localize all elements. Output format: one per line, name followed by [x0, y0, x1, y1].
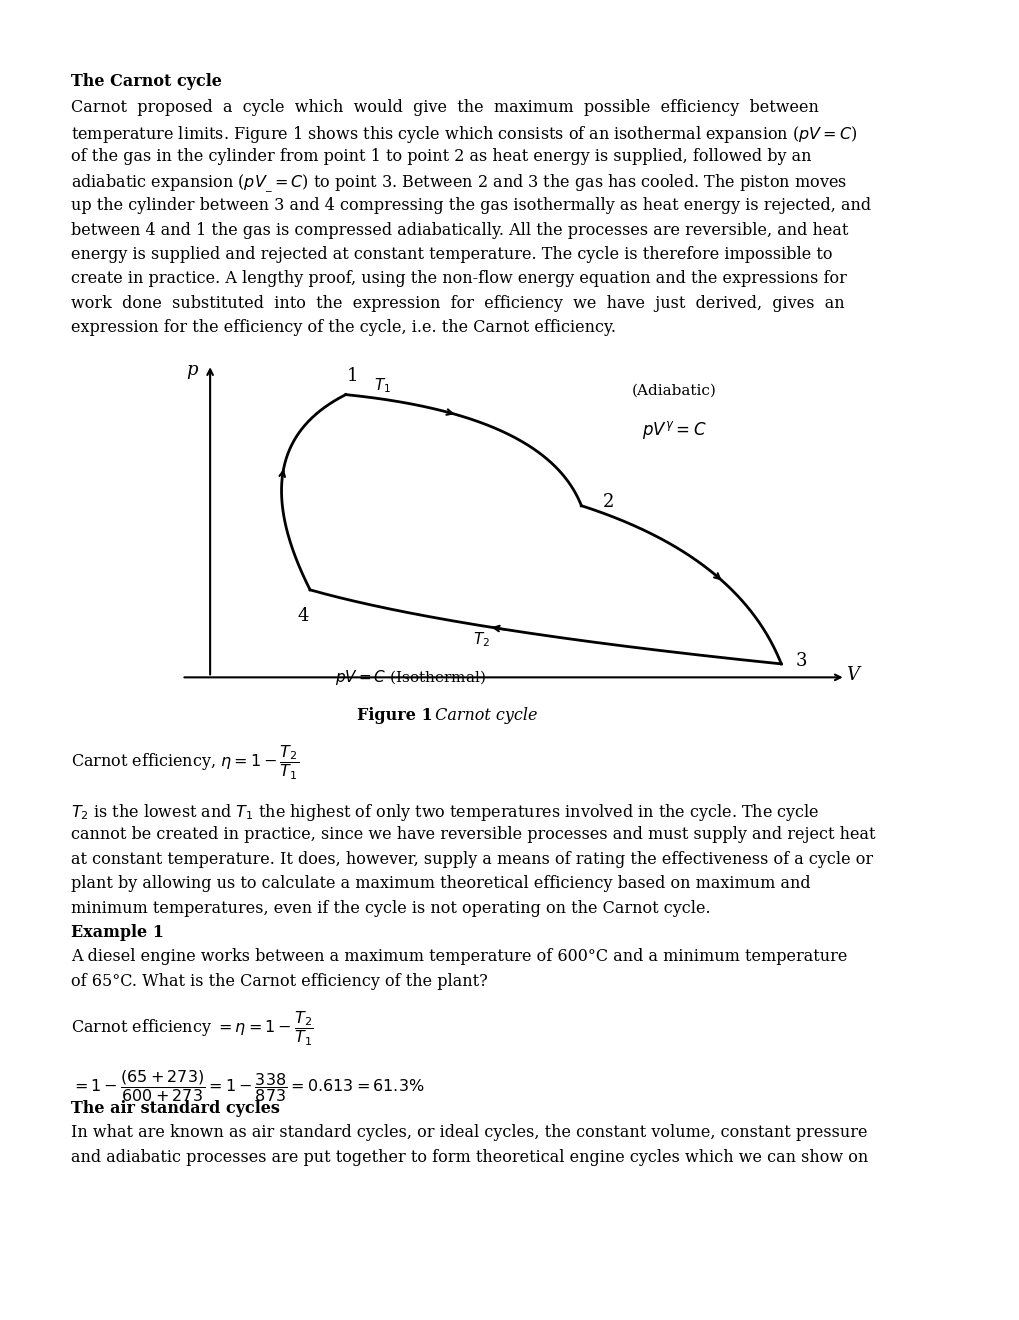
Text: create in practice. A lengthy proof, using the non-flow energy equation and the : create in practice. A lengthy proof, usi…: [71, 271, 847, 288]
Text: $pV = C$ (Isothermal): $pV = C$ (Isothermal): [334, 668, 485, 688]
Text: p: p: [186, 360, 198, 379]
Text: $T_1$: $T_1$: [374, 376, 390, 395]
Text: $= 1 - \dfrac{(65+273)}{600+273} = 1 - \dfrac{338}{873} = 0.613 = 61.3\%$: $= 1 - \dfrac{(65+273)}{600+273} = 1 - \…: [71, 1068, 425, 1104]
Text: of 65°C. What is the Carnot efficiency of the plant?: of 65°C. What is the Carnot efficiency o…: [71, 973, 488, 990]
Text: Example 1: Example 1: [71, 924, 164, 941]
Text: A diesel engine works between a maximum temperature of 600°C and a minimum tempe: A diesel engine works between a maximum …: [71, 948, 847, 965]
Text: Carnot cycle: Carnot cycle: [430, 706, 537, 723]
Text: plant by allowing us to calculate a maximum theoretical efficiency based on maxi: plant by allowing us to calculate a maxi…: [71, 875, 810, 892]
Text: 3: 3: [795, 652, 806, 669]
Text: up the cylinder between 3 and 4 compressing the gas isothermally as heat energy : up the cylinder between 3 and 4 compress…: [71, 197, 870, 214]
Text: 1: 1: [346, 367, 359, 384]
Text: of the gas in the cylinder from point 1 to point 2 as heat energy is supplied, f: of the gas in the cylinder from point 1 …: [71, 148, 811, 165]
Text: In what are known as air standard cycles, or ideal cycles, the constant volume, : In what are known as air standard cycles…: [71, 1125, 867, 1142]
Text: expression for the efficiency of the cycle, i.e. the Carnot efficiency.: expression for the efficiency of the cyc…: [71, 319, 615, 337]
Text: Figure 1: Figure 1: [357, 706, 432, 723]
Text: work  done  substituted  into  the  expression  for  efficiency  we  have  just : work done substituted into the expressio…: [71, 294, 844, 312]
Text: temperature limits. Figure 1 shows this cycle which consists of an isothermal ex: temperature limits. Figure 1 shows this …: [71, 124, 857, 145]
Text: 2: 2: [602, 494, 613, 511]
Text: (Adiabatic): (Adiabatic): [631, 384, 716, 397]
Text: $T_2$ is the lowest and $T_1$ the highest of only two temperatures involved in t: $T_2$ is the lowest and $T_1$ the highes…: [71, 801, 819, 822]
Text: Carnot efficiency $= \eta = 1 - \dfrac{T_2}{T_1}$: Carnot efficiency $= \eta = 1 - \dfrac{T…: [71, 1010, 314, 1048]
Text: between 4 and 1 the gas is compressed adiabatically. All the processes are rever: between 4 and 1 the gas is compressed ad…: [71, 222, 848, 239]
Text: energy is supplied and rejected at constant temperature. The cycle is therefore : energy is supplied and rejected at const…: [71, 246, 833, 263]
Text: Carnot efficiency, $\eta = 1 - \dfrac{T_2}{T_1}$: Carnot efficiency, $\eta = 1 - \dfrac{T_…: [71, 743, 300, 781]
Text: minimum temperatures, even if the cycle is not operating on the Carnot cycle.: minimum temperatures, even if the cycle …: [71, 899, 710, 916]
Text: 4: 4: [297, 607, 309, 624]
Text: and adiabatic processes are put together to form theoretical engine cycles which: and adiabatic processes are put together…: [71, 1148, 868, 1166]
Text: at constant temperature. It does, however, supply a means of rating the effectiv: at constant temperature. It does, howeve…: [71, 850, 872, 867]
Text: V: V: [846, 667, 858, 684]
Text: $T_2$: $T_2$: [473, 631, 489, 649]
Text: $pV^{\gamma} = C$: $pV^{\gamma} = C$: [641, 418, 706, 441]
Text: The Carnot cycle: The Carnot cycle: [71, 73, 222, 90]
Text: cannot be created in practice, since we have reversible processes and must suppl: cannot be created in practice, since we …: [71, 826, 875, 843]
Text: The air standard cycles: The air standard cycles: [71, 1100, 280, 1117]
Text: adiabatic expansion ($pV_{\_ } = C$) to point 3. Between 2 and 3 the gas has coo: adiabatic expansion ($pV_{\_ } = C$) to …: [71, 173, 847, 195]
Text: Carnot  proposed  a  cycle  which  would  give  the  maximum  possible  efficien: Carnot proposed a cycle which would give…: [71, 99, 818, 116]
